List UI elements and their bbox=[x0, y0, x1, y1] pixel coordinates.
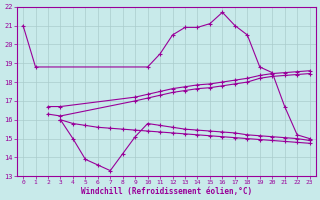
X-axis label: Windchill (Refroidissement éolien,°C): Windchill (Refroidissement éolien,°C) bbox=[81, 187, 252, 196]
